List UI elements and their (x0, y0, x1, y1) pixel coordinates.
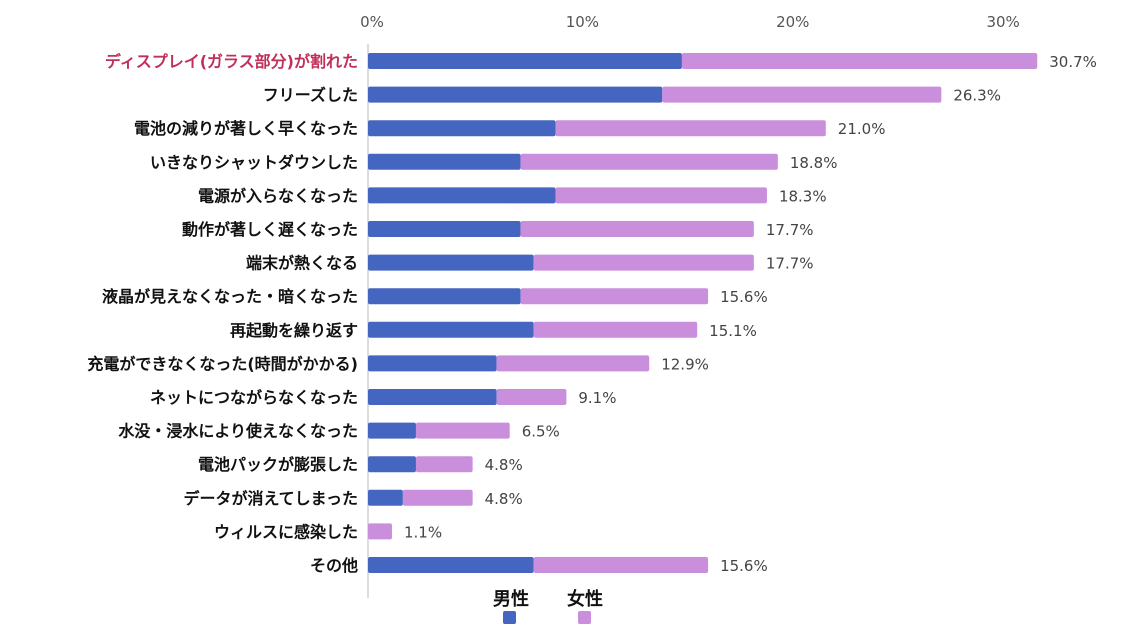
data-label: 17.7% (766, 221, 814, 239)
category-label: ネットにつながらなくなった (150, 388, 358, 407)
bar-segment-male (368, 288, 521, 305)
x-tick-label: 0% (360, 13, 384, 31)
bar-row: フリーズした 26.3% (263, 86, 1001, 105)
data-label: 15.6% (720, 557, 768, 575)
category-label: ウィルスに感染した (214, 522, 358, 541)
legend-label-female: 女性 (567, 588, 603, 610)
data-label: 4.8% (485, 456, 523, 474)
category-label: 液晶が見えなくなった・暗くなった (102, 287, 358, 306)
category-label: いきなりシャットダウンした (150, 153, 358, 172)
category-label: 水没・浸水により使えなくなった (118, 422, 358, 441)
bar-segment-female (662, 86, 942, 103)
bar-segment-male (368, 355, 497, 372)
data-label: 17.7% (766, 255, 814, 273)
data-label: 26.3% (953, 87, 1001, 105)
category-label: データが消えてしまった (183, 489, 358, 508)
bar-segment-male (368, 120, 556, 137)
category-label: 動作が著しく遅くなった (182, 220, 358, 239)
x-axis-ticks: 0% 10% 20% 30% (360, 13, 1020, 31)
bar-segment-female (555, 187, 767, 204)
bar-segment-male (368, 254, 534, 271)
data-label: 12.9% (661, 355, 709, 373)
bar-row: 電池パックが膨張した 4.8% (198, 455, 523, 474)
bar-segment-female (555, 120, 826, 137)
bar-segment-male (368, 221, 521, 237)
category-label: ディスプレイ(ガラス部分)が割れた (105, 52, 358, 71)
bar-segment-male (368, 389, 497, 405)
bar-segment-male (368, 321, 534, 338)
bar-segment-female (415, 422, 510, 439)
bar-segment-female (520, 288, 709, 305)
legend-swatch-female (578, 611, 591, 624)
bar-segment-female (520, 153, 778, 170)
data-label: 21.0% (838, 120, 886, 138)
data-label: 1.1% (404, 523, 442, 541)
category-label: 電池パックが膨張した (198, 455, 358, 474)
bar-rows: ディスプレイ(ガラス部分)が割れた 30.7% フリーズした 26.3% 電池の減りが著… (87, 52, 1097, 575)
bar-segment-female (368, 523, 392, 540)
bar-row: ウィルスに感染した 1.1% (214, 522, 442, 541)
bar-row: 動作が著しく遅くなった 17.7% (182, 220, 814, 239)
bar-segment-male (368, 422, 416, 439)
bar-row: 電池の減りが著しく早くなった 21.0% (134, 119, 885, 138)
bar-segment-female (402, 489, 473, 506)
bar-segment-female (533, 321, 698, 338)
legend-label-male: 男性 (493, 588, 529, 610)
bar-segment-male (368, 557, 534, 573)
data-label: 6.5% (522, 423, 560, 441)
bar-segment-female (533, 557, 709, 573)
data-label: 30.7% (1049, 53, 1097, 71)
bar-segment-male (368, 456, 416, 473)
category-label: 充電ができなくなった(時間がかかる) (87, 354, 358, 373)
data-label: 18.3% (779, 187, 827, 205)
bar-segment-female (533, 254, 754, 271)
bar-segment-male (368, 53, 682, 69)
bar-row: その他 15.6% (310, 556, 768, 575)
x-tick-label: 10% (566, 13, 599, 31)
bar-segment-female (681, 53, 1038, 69)
legend-swatch-male (503, 611, 516, 624)
data-label: 9.1% (578, 389, 616, 407)
x-tick-label: 20% (776, 13, 809, 31)
x-tick-label: 30% (986, 13, 1019, 31)
bar-segment-male (368, 86, 663, 103)
category-label: 再起動を繰り返す (230, 321, 358, 340)
bar-row: ディスプレイ(ガラス部分)が割れた 30.7% (105, 52, 1097, 71)
category-label: 端末が熱くなる (246, 254, 358, 273)
bar-segment-male (368, 153, 521, 170)
bar-segment-female (520, 221, 754, 237)
data-label: 15.6% (720, 288, 768, 306)
legend: 男性 女性 (493, 588, 603, 624)
bar-row: 水没・浸水により使えなくなった 6.5% (118, 422, 559, 441)
bar-row: 充電ができなくなった(時間がかかる) 12.9% (87, 354, 709, 373)
bar-segment-female (496, 389, 567, 405)
bar-segment-female (496, 355, 650, 372)
bar-row: 再起動を繰り返す 15.1% (230, 321, 757, 340)
bar-row: いきなりシャットダウンした 18.8% (150, 153, 838, 172)
bar-row: 電源が入らなくなった 18.3% (198, 186, 827, 205)
category-label: 電源が入らなくなった (198, 186, 358, 205)
bar-row: データが消えてしまった 4.8% (183, 489, 522, 508)
bar-row: 端末が熱くなる 17.7% (246, 254, 814, 273)
bar-segment-male (368, 489, 403, 506)
bar-segment-female (415, 456, 473, 473)
data-label: 18.8% (790, 154, 838, 172)
bar-row: ネットにつながらなくなった 9.1% (150, 388, 617, 407)
data-label: 4.8% (485, 490, 523, 508)
category-label: 電池の減りが著しく早くなった (134, 119, 358, 138)
category-label: その他 (310, 556, 358, 575)
bar-segment-male (368, 187, 556, 204)
bar-row: 液晶が見えなくなった・暗くなった 15.6% (102, 287, 768, 306)
data-label: 15.1% (709, 322, 757, 340)
category-label: フリーズした (263, 86, 358, 105)
